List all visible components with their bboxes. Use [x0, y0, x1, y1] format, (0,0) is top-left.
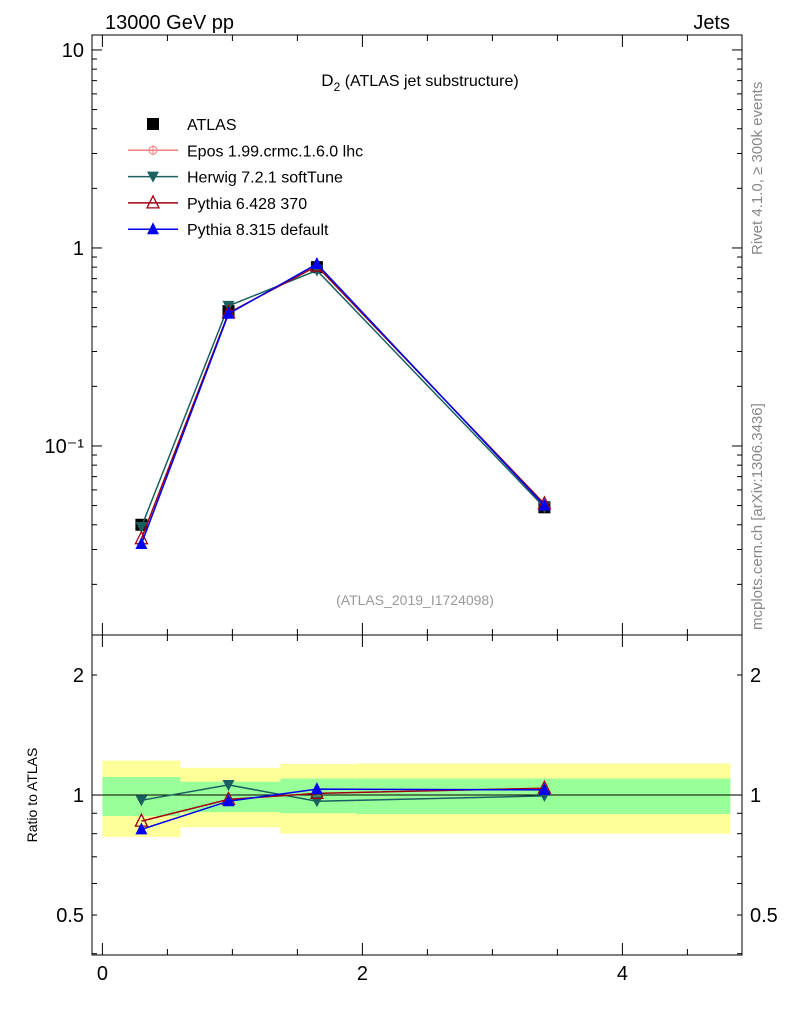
data-point-triangle — [147, 222, 159, 235]
data-point-triangle — [538, 782, 551, 795]
data-point-triangle — [135, 536, 148, 549]
series-line — [141, 787, 545, 822]
series-line — [140, 263, 545, 545]
data-point-square — [147, 118, 159, 130]
band-green — [280, 778, 356, 814]
data-point-triangle — [310, 256, 323, 269]
series-line — [141, 788, 545, 831]
data-point-triangle-open — [145, 194, 161, 209]
legend-label: ATLAS — [187, 117, 237, 134]
series-line — [140, 265, 545, 540]
y-tick-label: 0.5 — [56, 905, 84, 927]
legend-label: Epos 1.99.crmc.1.6.0 lhc — [187, 143, 363, 160]
y-tick-label-right: 0.5 — [750, 905, 778, 927]
header-right: Jets — [693, 12, 730, 34]
main-title: D2 (ATLAS jet substructure) — [321, 71, 518, 94]
analysis-watermark: (ATLAS_2019_I1724098) — [336, 592, 494, 608]
x-tick-label: 4 — [617, 963, 628, 985]
legend-label: Pythia 6.428 370 — [187, 196, 307, 213]
y-tick-label-right: 1 — [750, 785, 761, 807]
series-line — [140, 269, 545, 528]
x-tick-label: 0 — [97, 963, 108, 985]
data-point-triangle — [222, 306, 235, 319]
y-tick-label: 10 — [62, 40, 84, 62]
data-point-triangle-down — [222, 779, 235, 791]
data-point-triangle — [538, 498, 551, 511]
legend-label: Pythia 8.315 default — [187, 222, 329, 239]
y-tick-label: 1 — [73, 785, 84, 807]
data-point-triangle — [222, 794, 235, 807]
side-label-top: Rivet 4.1.0, ≥ 300k events — [749, 82, 766, 255]
series-line — [141, 784, 545, 802]
y-tick-label: 2 — [73, 665, 84, 687]
ratio-ylabel: Ratio to ATLAS — [24, 748, 40, 843]
data-point-triangle-down — [135, 521, 148, 533]
x-tick-label: 2 — [357, 963, 368, 985]
y-tick-label: 1 — [73, 238, 84, 260]
y-tick-label-right: 2 — [750, 665, 761, 687]
y-tick-label: 10⁻¹ — [45, 436, 85, 458]
data-point-triangle-down — [147, 171, 159, 183]
data-point-triangle-down — [135, 795, 148, 807]
side-label-bottom: mcplots.cern.ch [arXiv:1306.3436] — [749, 403, 766, 630]
header-left: 13000 GeV pp — [105, 12, 234, 34]
data-point-triangle — [310, 782, 323, 795]
legend-label: Herwig 7.2.1 softTune — [187, 170, 343, 187]
data-point-triangle — [135, 822, 148, 835]
